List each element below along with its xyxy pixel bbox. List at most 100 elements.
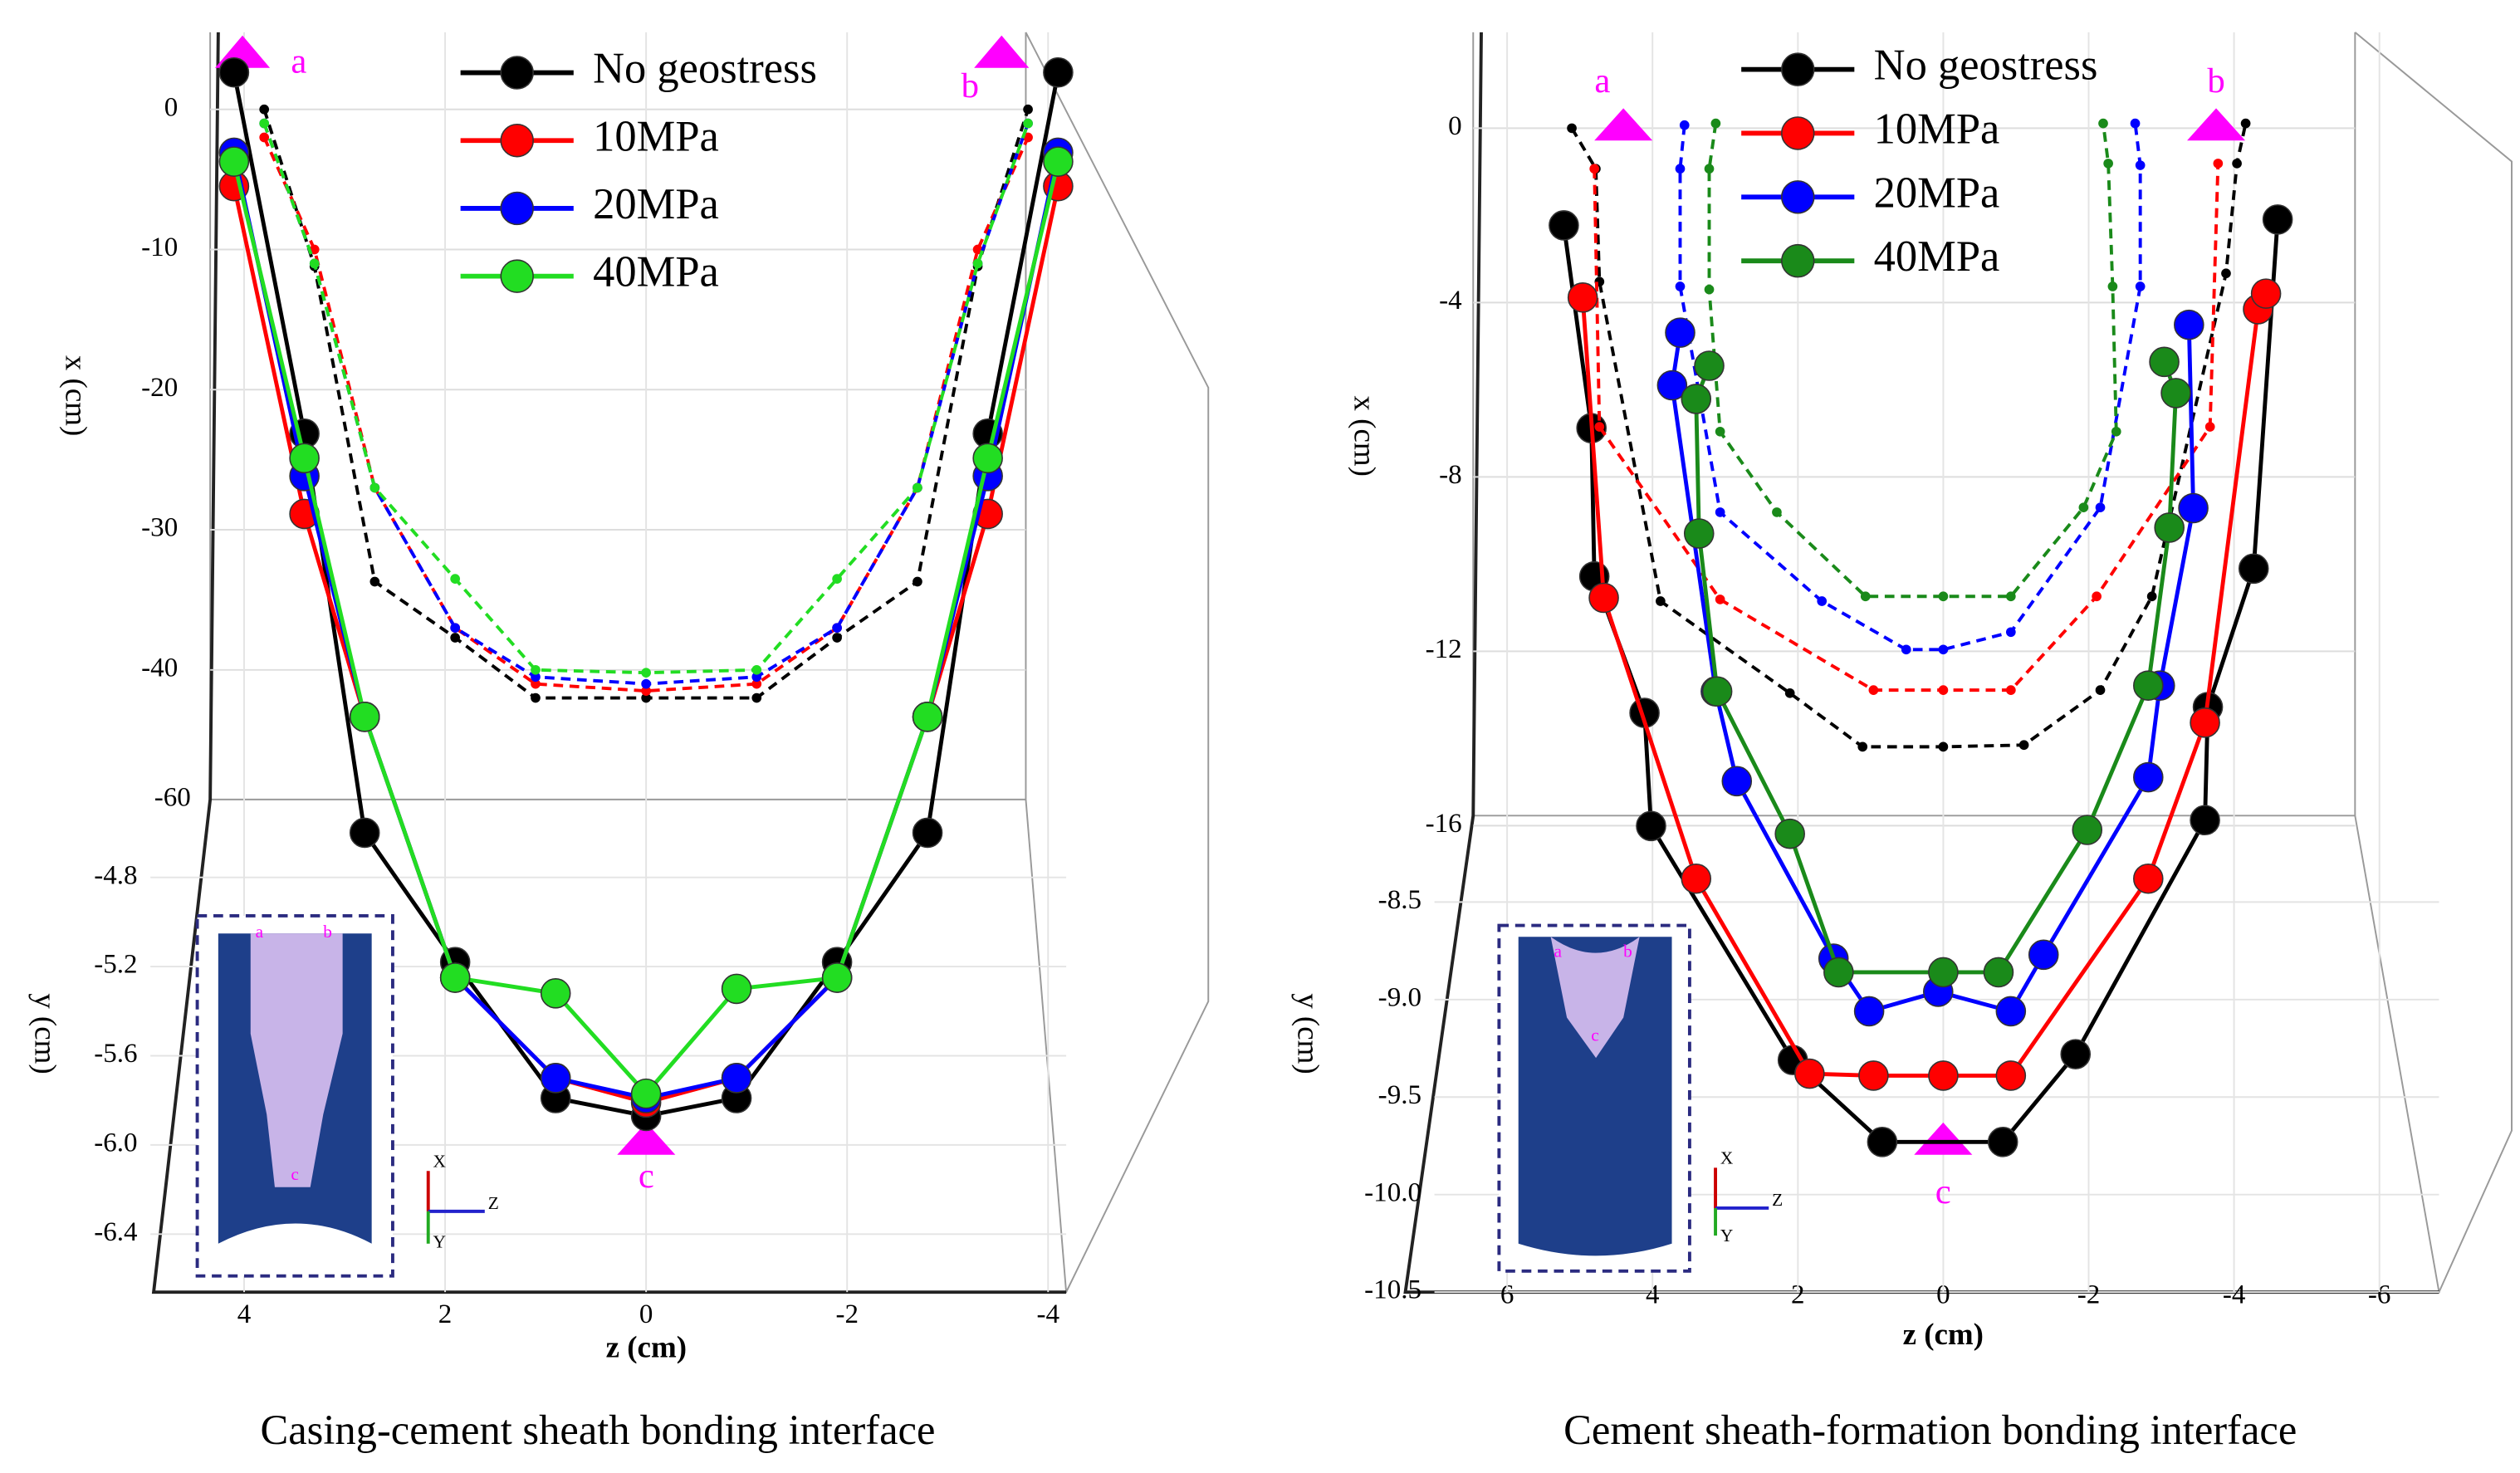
x-tick-label: 6 [1500,1280,1514,1310]
projection-point [1938,644,1949,655]
series-point [721,1063,752,1094]
projection-point [832,574,842,584]
projection-point [2095,685,2106,695]
y-tick-label: 0 [1448,111,1462,141]
triad-label: Y [1720,1226,1733,1245]
axes-triad: X Y Z [1714,1148,1783,1245]
series-point [2160,378,2191,409]
y-tick-label: -16 [1426,809,1462,839]
projection-point [1817,596,1828,606]
projection-point [1710,118,1721,129]
projection-point [2213,159,2224,169]
series-point [1567,282,1598,313]
projection-point [2130,118,2141,129]
y2-tick-label: -6.4 [94,1217,137,1247]
projection-point [1715,595,1725,604]
projection-point [1938,591,1949,602]
series-point [821,962,853,993]
series-point [721,973,752,1005]
projection-point [1704,284,1715,295]
series-point [1043,56,1074,88]
series-point [1858,1060,1889,1091]
projection-point [1675,281,1686,291]
series-point [1987,1127,2018,1157]
series-point [1588,582,1619,614]
legend-label: 20MPa [593,180,719,228]
projection-point [1868,685,1879,695]
projection-point [1715,426,1725,437]
legend-label: 40MPa [593,248,719,296]
series-point [1867,1127,1898,1157]
series-point [2133,670,2164,701]
annotation: c [1935,1172,1951,1211]
projection-point [1938,685,1949,695]
y-axis-label: x (cm) [1348,395,1382,476]
projection-point [2135,160,2146,170]
projection-point [2232,159,2242,169]
series-point [540,1063,571,1094]
x-tick-label: 0 [1936,1280,1950,1310]
projection-point [641,686,651,696]
projection-point [1938,741,1949,752]
projection-point [309,258,320,269]
projection-point [913,576,922,587]
legend-marker [500,124,534,158]
y2-axis-label: y (cm) [1290,993,1325,1074]
projection-point [751,692,762,703]
projection-point [259,104,270,115]
series-point [1683,518,1715,549]
projection-point [2107,281,2118,291]
projection-point [1656,596,1666,606]
series-point [1681,384,1712,414]
projection-point [2005,591,2016,602]
projection-point [450,623,461,634]
y2-tick-label: -10.5 [1364,1275,1421,1305]
legend-marker [500,56,534,90]
series-point [1636,810,1666,842]
x-tick-label: 4 [237,1299,252,1329]
inset-label: c [291,1164,299,1184]
projection-point [369,576,380,587]
projection-point [531,692,541,703]
caption: Cement sheath-formation bonding interfac… [1563,1407,2297,1453]
series-point [2133,761,2164,793]
series-point [2028,939,2059,971]
legend-label: 10MPa [1874,105,2000,154]
triad-label: Z [1772,1190,1783,1210]
series-point [2149,346,2180,378]
projection-point [832,633,842,643]
y-tick-label: -12 [1426,634,1462,664]
projection-point [2018,740,2029,751]
projection-point [531,672,541,683]
series-point [1928,957,1959,988]
series-point [540,978,571,1009]
series-point [218,56,250,88]
x-axis-label: z (cm) [1903,1317,1984,1352]
series-point [2178,492,2209,524]
inset-cylinder [1518,937,1672,1256]
triad-label: X [1720,1148,1734,1168]
axes-triad: X Y Z [426,1151,499,1252]
inset-label: a [256,922,264,942]
x-axis-label: z (cm) [606,1330,687,1365]
projection-point [2221,268,2231,279]
series-point [1794,1058,1825,1089]
projection-point [450,574,461,584]
projection-point [369,482,380,493]
projection-point [2146,591,2157,602]
y2-tick-label: -5.2 [94,950,137,980]
y2-axis-label: y (cm) [27,993,62,1074]
y2-tick-label: -5.6 [94,1039,137,1069]
projection-point [1589,164,1600,174]
series-point [289,443,320,474]
legend-marker [1781,243,1815,278]
series-point [1995,1060,2027,1091]
y2-tick-label: -6.0 [94,1128,137,1157]
triad-label: X [433,1151,447,1171]
series-point [349,817,380,849]
projection-point [1675,164,1686,174]
series-point [1656,369,1688,401]
projection-point [531,664,541,675]
triad-label: Y [433,1232,446,1252]
y-tick-label: -40 [141,653,178,683]
